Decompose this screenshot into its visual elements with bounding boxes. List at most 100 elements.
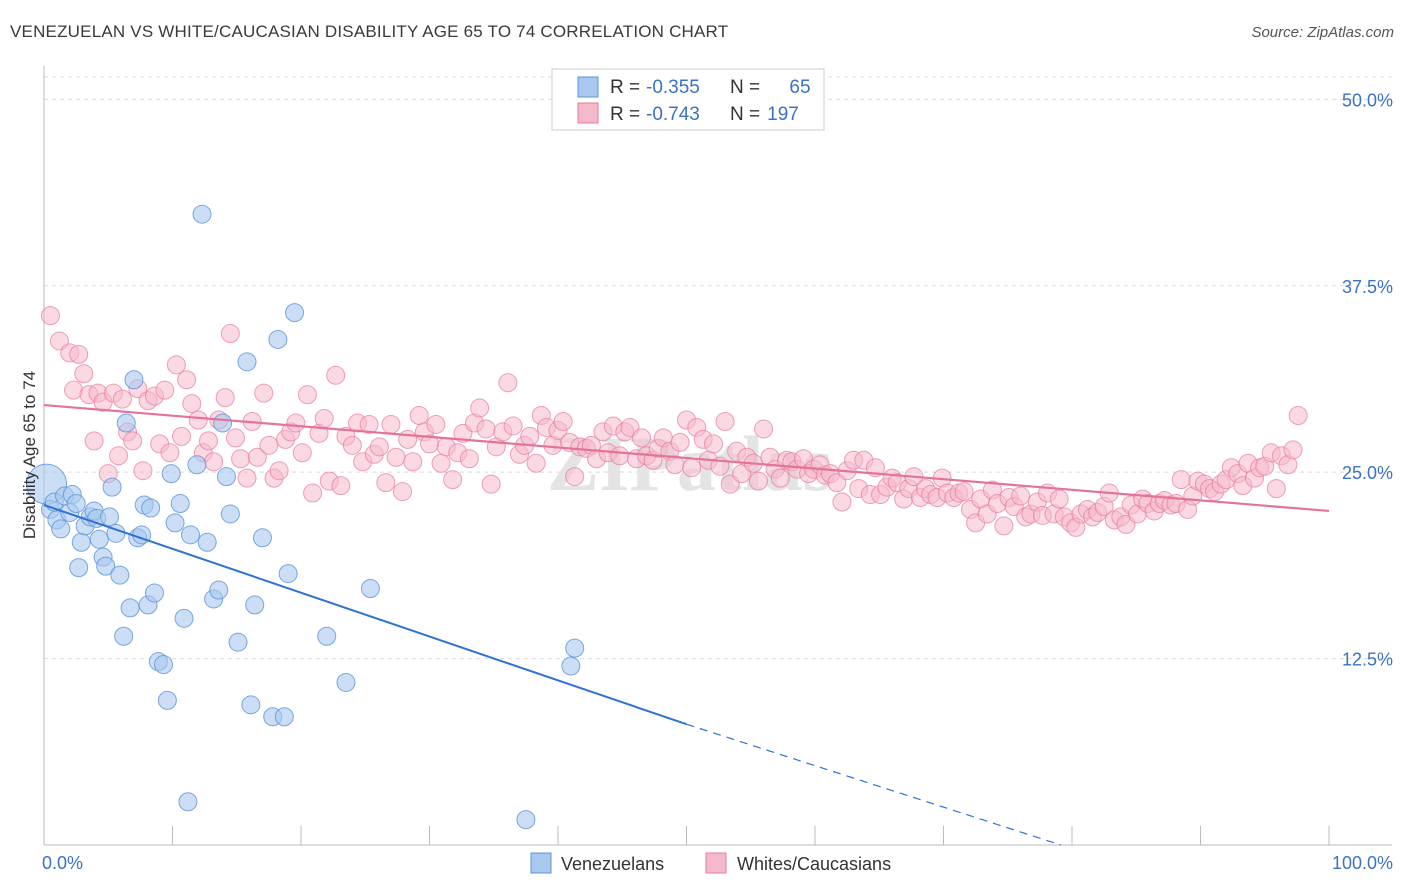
data-point-whites [409,406,429,426]
data-point-whites [40,306,60,326]
data-point-whites [403,452,423,472]
data-point-venezuelans [51,519,71,539]
bottom-legend-label-whites: Whites/Caucasians [737,854,891,874]
data-point-venezuelans [124,370,144,390]
data-point-whites [331,476,351,496]
data-point-venezuelans [336,672,356,692]
legend-r-label-1: R = [610,77,640,98]
legend-n-value-2: 197 [767,104,799,125]
data-point-whites [632,428,652,448]
bottom-legend-label-venezuelans: Venezuelans [561,854,664,874]
data-point-whites [182,394,202,414]
data-point-venezuelans [102,477,122,497]
data-point-venezuelans [180,525,200,545]
data-point-whites [1049,489,1069,509]
data-point-whites [269,461,289,481]
data-point-whites [381,414,401,434]
data-point-whites [69,344,89,364]
legend-swatch-venezuelans [577,76,599,98]
data-point-whites [520,426,540,446]
data-point-venezuelans [116,413,136,433]
data-point-whites [426,414,446,434]
data-point-whites [476,419,496,439]
data-point-whites [470,398,490,418]
data-point-whites [359,414,379,434]
x-tick-label: 0.0% [42,853,83,873]
data-point-venezuelans [209,580,229,600]
data-point-whites [443,470,463,490]
data-point-whites [481,474,501,494]
data-point-venezuelans [154,655,174,675]
data-point-whites [225,428,245,448]
axes [43,66,1392,846]
data-point-whites [386,447,406,467]
data-point-venezuelans [165,513,185,533]
data-point-whites [431,453,451,473]
data-point-venezuelans [96,556,116,576]
data-point-venezuelans [237,352,257,372]
data-point-whites [231,449,251,469]
data-point-whites [376,473,396,493]
data-point-venezuelans [213,413,233,433]
data-point-whites [715,411,735,431]
source-credit: Source: ZipAtlas.com [1251,24,1394,41]
data-point-venezuelans [241,695,261,715]
data-point-whites [526,453,546,473]
legend: R = -0.355 N = 65 R = -0.743 N = 197 [551,68,825,131]
data-point-whites [1171,470,1191,490]
legend-n-value-1: 65 [789,77,810,98]
data-point-venezuelans [157,690,177,710]
data-point-venezuelans [66,494,86,514]
bottom-legend-swatch-venezuelans [530,852,552,874]
data-point-venezuelans [516,810,536,830]
chart-title: VENEZUELAN VS WHITE/CAUCASIAN DISABILITY… [10,22,729,41]
data-point-whites [215,388,235,408]
data-point-whites [670,432,690,452]
data-point-venezuelans [69,558,89,578]
legend-swatch-whites [577,102,599,124]
data-point-venezuelans [252,528,272,548]
y-tick-label: 50.0% [1342,90,1393,110]
legend-r-label-2: R = [610,104,640,125]
data-point-whites [1266,479,1286,499]
legend-n-label-2: N = [730,104,760,125]
x-tick-label: 100.0% [1332,853,1393,873]
data-point-whites [459,449,479,469]
data-point-whites [204,452,224,472]
data-point-venezuelans [360,579,380,599]
trend-line-venezuelans-extension [686,723,1062,846]
data-point-whites [503,416,523,436]
y-tick-label: 37.5% [1342,277,1393,297]
data-point-venezuelans [285,303,305,323]
data-point-venezuelans [110,565,130,585]
data-point-whites [171,426,191,446]
data-point-whites [286,413,306,433]
data-point-whites [177,370,197,390]
data-point-whites [1288,406,1308,426]
data-point-venezuelans [141,498,161,518]
data-point-venezuelans [268,329,288,349]
data-point-whites [259,435,279,455]
data-point-venezuelans [192,204,212,224]
legend-n-label-1: N = [730,77,760,98]
data-point-whites [123,431,143,451]
data-point-venezuelans [197,532,217,552]
data-point-venezuelans [100,507,120,527]
trend-line-whites [43,403,1330,513]
data-point-whites [832,492,852,512]
data-point-venezuelans [174,608,194,628]
data-point-venezuelans [161,464,181,484]
data-point-venezuelans [274,707,294,727]
data-point-whites [748,471,768,491]
data-point-venezuelans [178,792,198,812]
data-point-whites [754,419,774,439]
data-point-venezuelans [145,583,165,603]
data-point-venezuelans [89,529,109,549]
legend-r-value-2: -0.743 [646,104,700,125]
data-point-whites [254,383,274,403]
data-point-whites [770,468,790,488]
series-venezuelans [26,204,585,830]
data-point-venezuelans [228,632,248,652]
tick-labels: 12.5% 25.0% 37.5% 50.0% 0.0% 100.0% [42,90,1393,873]
data-point-whites [1011,486,1031,506]
